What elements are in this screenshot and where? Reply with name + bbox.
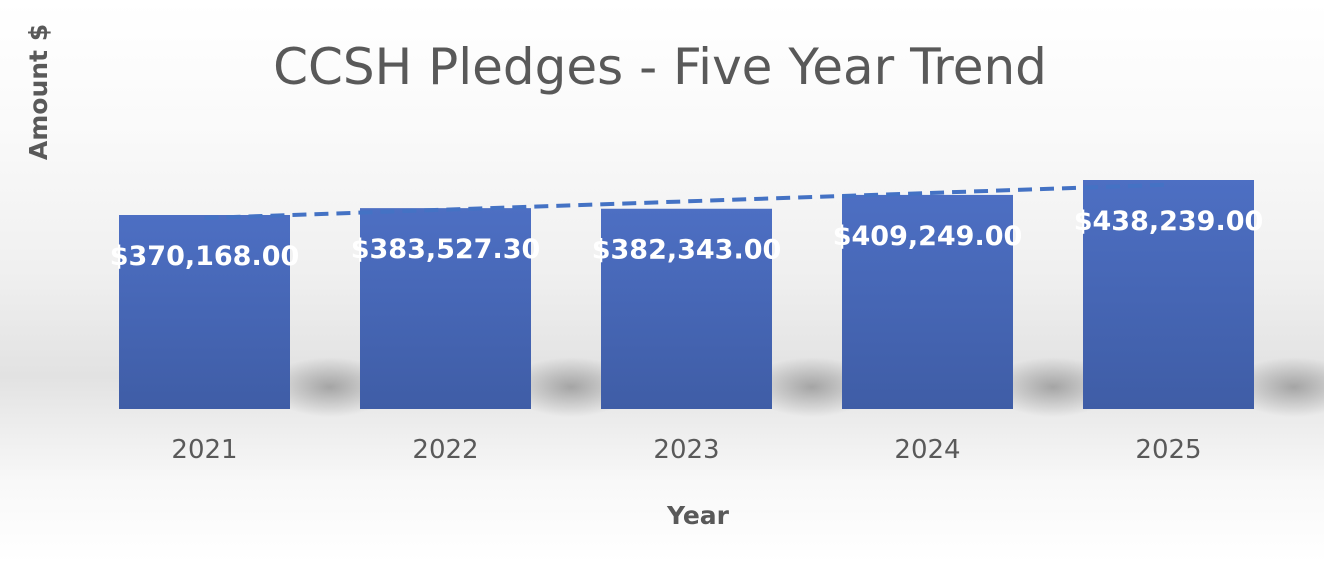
bar [360,208,531,409]
bar [119,215,290,409]
x-tick-label: 2025 [1135,435,1201,465]
data-label: $438,239.00 [1074,206,1264,237]
data-label: $370,168.00 [110,241,300,272]
data-labels: $370,168.00 $383,527.30 $382,343.00 $409,24… [110,206,1264,272]
y-axis-title: Amount $ [24,24,53,160]
x-axis-title: Year [666,501,730,530]
trendline [204,182,1169,220]
data-label: $382,343.00 [592,235,782,266]
x-tick-label: 2024 [894,435,960,465]
x-axis-ticks: 2021 2022 2023 2024 2025 [171,435,1201,465]
x-tick-label: 2021 [171,435,237,465]
chart-title: CCSH Pledges - Five Year Trend [273,38,1047,96]
bars [119,180,1254,409]
x-tick-label: 2022 [412,435,478,465]
data-label: $383,527.30 [351,234,541,265]
bar-shadow [1232,357,1324,417]
bar [842,194,1013,409]
x-tick-label: 2023 [653,435,719,465]
data-label: $409,249.00 [833,221,1023,252]
bar [1083,180,1254,409]
bar [601,208,772,409]
